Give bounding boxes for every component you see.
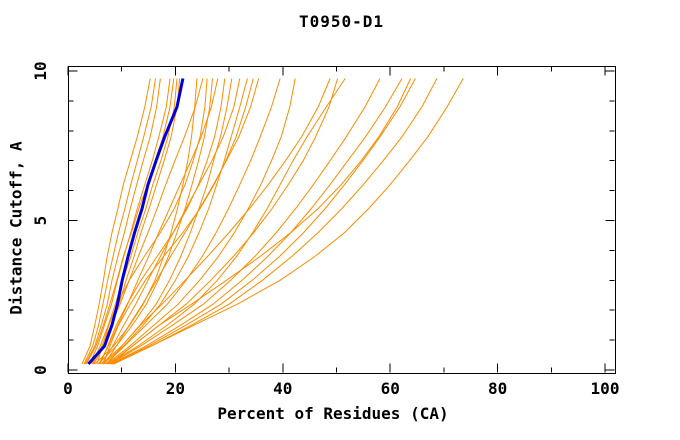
model-curve — [113, 78, 464, 365]
y-tick-label: 10 — [31, 61, 50, 80]
model-curve — [106, 78, 296, 365]
model-curve — [110, 78, 403, 365]
x-tick-label: 0 — [63, 379, 73, 398]
y-axis-label: Distance Cutoff, A — [6, 141, 26, 315]
model-curve — [110, 78, 412, 365]
highlighted-model-curve — [87, 78, 185, 366]
model-curve — [81, 78, 151, 365]
model-curve — [109, 78, 381, 365]
x-axis-label: Percent of Residues (CA) — [217, 404, 449, 423]
model-curve — [94, 78, 198, 365]
x-tick-label: 40 — [273, 379, 292, 398]
model-curve — [111, 78, 416, 365]
x-tick-label: 60 — [381, 379, 400, 398]
model-curve — [108, 78, 346, 365]
model-curve — [102, 78, 254, 365]
x-tick-label: 80 — [488, 379, 507, 398]
model-curve — [84, 78, 161, 365]
model-curve — [83, 78, 156, 365]
model-curve — [101, 78, 241, 365]
y-tick-label: 5 — [31, 216, 50, 226]
model-curve — [96, 78, 208, 365]
chart-title: T0950-D1 — [298, 12, 385, 31]
x-tick-label: 20 — [166, 379, 185, 398]
model-curve — [89, 78, 171, 365]
model-curve — [105, 78, 281, 365]
x-tick-label: 100 — [591, 379, 620, 398]
model-curve — [98, 78, 219, 365]
model-curve — [112, 78, 438, 365]
model-curve — [107, 78, 331, 365]
model-curve — [85, 78, 175, 365]
y-tick-label: 0 — [31, 365, 50, 375]
model-curve — [102, 78, 248, 365]
model-curve — [104, 78, 260, 365]
model-curve — [97, 78, 213, 365]
